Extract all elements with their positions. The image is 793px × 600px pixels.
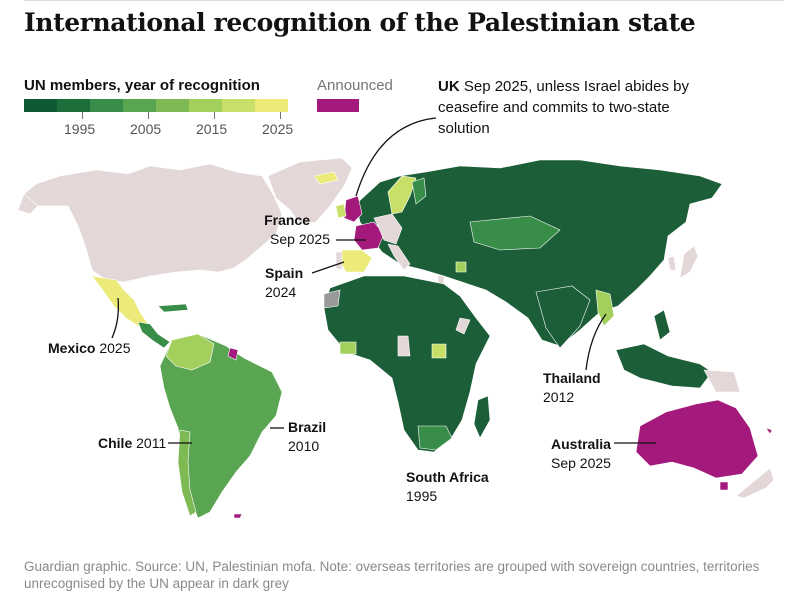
announced-legend-swatch (317, 99, 359, 112)
legend-tick (214, 112, 215, 119)
southeast-asia-region (615, 343, 713, 389)
india-region (535, 285, 591, 349)
korea-region (667, 255, 677, 271)
mexico-region (91, 275, 149, 327)
west-africa-region (339, 341, 357, 355)
legend-swatch-8 (255, 99, 288, 112)
south-africa-detail: 1995 (406, 488, 438, 504)
small-islands-region (765, 427, 773, 435)
south-america-region (159, 333, 283, 519)
chile-label: Chile 2011 (98, 435, 167, 451)
announced-legend-label: Announced (317, 77, 393, 94)
australia-detail: Sep 2025 (551, 455, 611, 471)
uk-label: UK (438, 78, 460, 95)
somaliland-region (455, 317, 471, 335)
central-america-region (137, 321, 171, 349)
france-label: France (264, 212, 310, 228)
iceland-region (313, 171, 339, 185)
chile-region (177, 429, 197, 517)
north-america-region (23, 163, 283, 283)
legend-swatch-6 (189, 99, 222, 112)
madagascar-region (473, 395, 491, 439)
chart-title: International recognition of the Palesti… (24, 8, 696, 37)
cameroon-region (397, 335, 411, 357)
africa-region (323, 275, 491, 453)
legend-tick-label-2005: 2005 (130, 121, 162, 137)
thailand-leader-line (585, 313, 607, 371)
philippines-region (653, 309, 671, 341)
caucasus-region (455, 261, 467, 273)
france-detail: Sep 2025 (270, 231, 330, 247)
legend-tick-label-2025: 2025 (262, 121, 294, 137)
mexico-leader-line (111, 297, 120, 339)
legend-tick-label-1995: 1995 (64, 121, 96, 137)
alaska-region (17, 193, 39, 215)
ireland-region (335, 203, 347, 219)
french-guiana-region (227, 347, 239, 361)
eurasia-region (355, 159, 723, 347)
legend-tick (280, 112, 281, 119)
legend-tick (148, 112, 149, 119)
top-rule (24, 0, 784, 1)
western-sahara-region (323, 289, 341, 309)
legend-swatch-5 (156, 99, 189, 112)
new-zealand-region (735, 467, 775, 499)
legend-swatch-1 (24, 99, 57, 112)
legend-color-scale (24, 99, 288, 112)
brazil-label: Brazil (288, 419, 327, 435)
australia-label: Australia (551, 436, 611, 452)
falklands-region (233, 513, 243, 519)
legend-swatch-4 (123, 99, 156, 112)
legend-swatch-2 (57, 99, 90, 112)
northern-south-america-region (165, 333, 215, 371)
legend-tick (82, 112, 83, 119)
spain-leader-line (311, 261, 345, 274)
tasmania-region (719, 481, 729, 491)
uk-detail: Sep 2025, unless Israel abides by ceasef… (438, 78, 689, 137)
italy-region (387, 243, 411, 271)
papua-region (703, 369, 741, 393)
mexico-label: Mexico 2025 (48, 340, 131, 356)
spain-region (339, 249, 373, 273)
spain-label: Spain (265, 265, 304, 281)
legend-swatch-7 (222, 99, 255, 112)
kazakhstan-region (469, 215, 561, 251)
uk-annotation: UK Sep 2025, unless Israel abides by cea… (438, 76, 708, 139)
south-africa-label: South Africa (406, 469, 489, 485)
australia-region (635, 399, 759, 479)
legend-ticks (24, 112, 304, 120)
source-footer: Guardian graphic. Source: UN, Palestinia… (24, 559, 760, 591)
spain-detail: 2024 (265, 284, 297, 300)
japan-region (679, 245, 699, 279)
caribbean-region (157, 303, 189, 313)
portugal-region (335, 251, 343, 271)
south-sudan-region (431, 343, 447, 359)
uk-leader-line (355, 117, 437, 197)
legend-tick-label-2015: 2015 (196, 121, 228, 137)
legend-title: UN members, year of recognition (24, 77, 260, 94)
thailand-detail: 2012 (543, 389, 575, 405)
central-europe-region (373, 213, 403, 245)
legend-swatch-3 (90, 99, 123, 112)
thailand-label: Thailand (543, 370, 601, 386)
finland-region (411, 177, 427, 205)
brazil-detail: 2010 (288, 438, 320, 454)
thailand-region (595, 289, 615, 327)
south-africa-region (417, 425, 453, 451)
